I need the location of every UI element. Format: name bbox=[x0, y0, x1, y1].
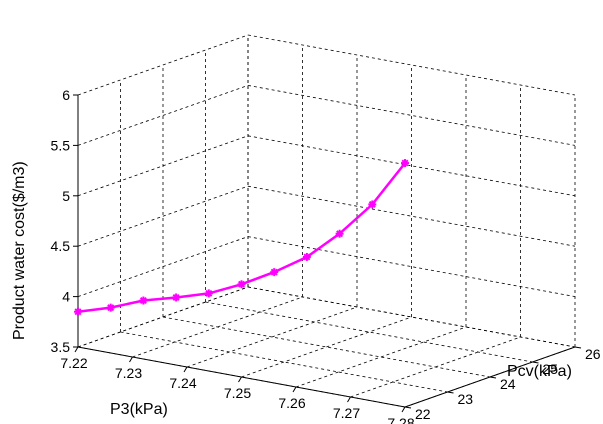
x-tick-mark bbox=[347, 396, 351, 403]
grid-line bbox=[247, 236, 576, 297]
data-point bbox=[270, 268, 279, 277]
y-tick-mark bbox=[447, 391, 454, 394]
grid-line bbox=[77, 185, 249, 247]
data-point bbox=[237, 280, 246, 289]
x-tick-label: 7.25 bbox=[224, 385, 251, 401]
grid-line bbox=[247, 135, 576, 197]
grid-line bbox=[247, 185, 576, 247]
data-point bbox=[172, 293, 181, 302]
data-point bbox=[401, 159, 409, 168]
series-layer bbox=[74, 159, 409, 316]
x-tick-label: 7.23 bbox=[115, 365, 142, 381]
z-tick-label: 6 bbox=[62, 87, 70, 103]
grid-layer bbox=[77, 34, 576, 408]
series-line bbox=[77, 162, 406, 313]
y-tick-label: 22 bbox=[415, 406, 431, 422]
x-axis-label: P3(kPa) bbox=[110, 401, 168, 418]
y-tick-label: 25 bbox=[543, 361, 559, 377]
data-point bbox=[74, 307, 82, 316]
y-tick-mark bbox=[489, 376, 497, 379]
grid-line bbox=[77, 236, 249, 297]
y-tick-label: 24 bbox=[500, 376, 516, 392]
x-tick-mark bbox=[183, 366, 188, 373]
x-tick-mark bbox=[238, 376, 242, 383]
x-tick-mark bbox=[292, 386, 297, 393]
grid-line bbox=[295, 326, 467, 388]
z-tick-label: 4 bbox=[62, 289, 70, 305]
z-tick-label: 5.5 bbox=[51, 137, 71, 153]
data-point bbox=[139, 296, 148, 305]
data-point bbox=[106, 303, 115, 312]
grid-line bbox=[247, 34, 576, 96]
y-tick-mark bbox=[532, 361, 539, 364]
x-tick-label: 7.28 bbox=[387, 415, 414, 424]
x-tick-label: 7.27 bbox=[333, 405, 360, 421]
y-tick-label: 26 bbox=[585, 346, 601, 362]
y-tick-mark bbox=[404, 406, 412, 409]
grid-line bbox=[77, 135, 249, 197]
grid-line bbox=[77, 85, 249, 146]
grid-line bbox=[241, 316, 412, 378]
grid-line bbox=[247, 286, 576, 348]
grid-line bbox=[77, 34, 249, 96]
grid-line bbox=[205, 301, 533, 363]
x-tick-label: 7.26 bbox=[278, 395, 305, 411]
y-axis-label: Pcv(kPa) bbox=[507, 363, 572, 380]
grid-line bbox=[247, 85, 576, 146]
data-point bbox=[302, 252, 311, 261]
z-tick-label: 3.5 bbox=[51, 339, 71, 355]
z-tick-label: 5 bbox=[62, 188, 70, 204]
x-tick-mark bbox=[401, 406, 406, 413]
data-point bbox=[204, 289, 213, 298]
data-point bbox=[368, 200, 377, 209]
x-tick-label: 7.24 bbox=[169, 375, 196, 391]
z-axis-label: Product water cost($/m3) bbox=[11, 161, 28, 340]
data-point bbox=[335, 229, 344, 238]
grid-line bbox=[162, 316, 491, 378]
x-tick-label: 7.22 bbox=[60, 355, 87, 371]
y-tick-label: 23 bbox=[458, 391, 474, 407]
x-tick-mark bbox=[129, 356, 133, 363]
x-tick-mark bbox=[74, 346, 79, 353]
grid-line bbox=[120, 331, 448, 393]
z-tick-label: 4.5 bbox=[51, 238, 71, 254]
y-tick-mark bbox=[574, 346, 582, 349]
